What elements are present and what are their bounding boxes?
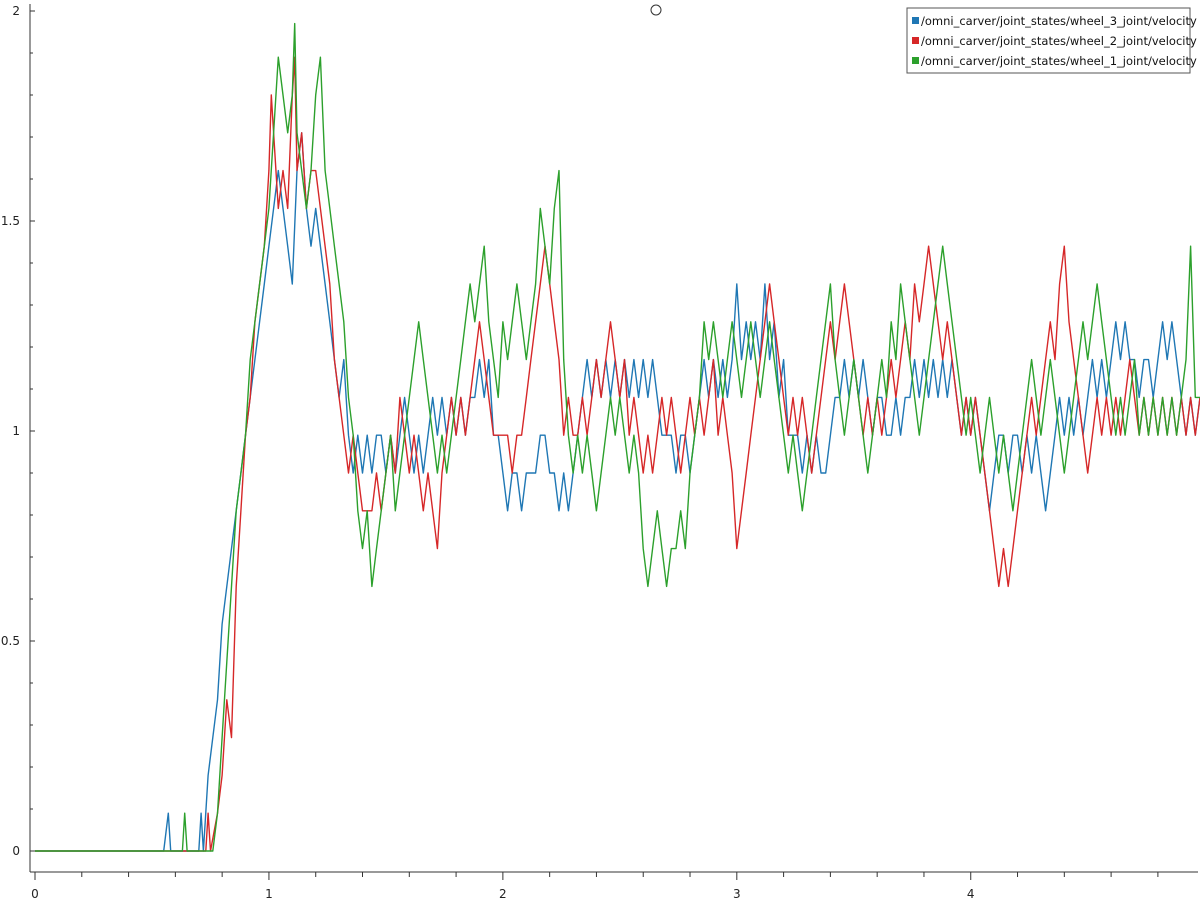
legend: /omni_carver/joint_states/wheel_3_joint/… (906, 7, 1197, 74)
x-axis-ticks: 0 1 2 3 4 (31, 872, 1159, 900)
y-tick-label: 2 (12, 4, 20, 18)
legend-swatch-wheel-2 (912, 37, 919, 44)
cursor-marker-icon (650, 4, 662, 16)
y-tick-label: 0.5 (1, 634, 20, 648)
legend-swatch-wheel-3 (912, 17, 919, 24)
legend-swatch-wheel-1 (912, 57, 919, 64)
x-tick-label: 4 (967, 887, 975, 900)
legend-box (906, 7, 1191, 74)
x-tick-label: 3 (733, 887, 741, 900)
x-tick-label: 2 (499, 887, 507, 900)
y-tick-label: 1.5 (1, 214, 20, 228)
legend-label-wheel-2: /omni_carver/joint_states/wheel_2_joint/… (921, 34, 1197, 48)
legend-label-wheel-1: /omni_carver/joint_states/wheel_1_joint/… (921, 54, 1197, 68)
y-tick-label: 1 (12, 424, 20, 438)
series-line-wheel-1 (35, 22, 1200, 852)
y-tick-label: 0 (12, 844, 20, 858)
series-line-wheel-3 (35, 132, 1200, 852)
y-axis-ticks: 0 0.5 1 1.5 2 (1, 4, 35, 858)
legend-label-wheel-3: /omni_carver/joint_states/wheel_3_joint/… (921, 14, 1197, 28)
series-layer (35, 22, 1200, 852)
series-line-wheel-2 (35, 56, 1200, 852)
x-tick-label: 0 (31, 887, 39, 900)
x-tick-label: 1 (265, 887, 273, 900)
